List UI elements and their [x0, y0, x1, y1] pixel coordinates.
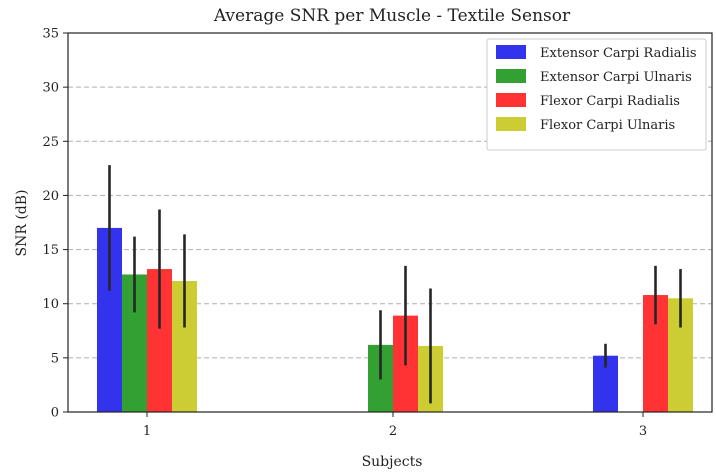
y-axis-ticks: 0 5 10 15 20 25 30 35 — [42, 27, 68, 421]
y-tick-label: 15 — [42, 243, 59, 258]
legend-swatch — [496, 117, 526, 131]
x-axis-ticks: 1 2 3 — [143, 412, 647, 439]
legend-label: Flexor Carpi Ulnaris — [540, 118, 675, 133]
plot-frame — [67, 32, 713, 413]
y-tick-label: 0 — [51, 406, 59, 421]
y-tick-label: 35 — [42, 27, 59, 42]
x-tick-label: 3 — [639, 424, 647, 439]
legend-label: Extensor Carpi Radialis — [540, 46, 697, 61]
legend-swatch — [496, 93, 526, 107]
legend-label: Flexor Carpi Radialis — [540, 94, 680, 109]
error-bars — [108, 165, 682, 404]
chart-title: Average SNR per Muscle - Textile Sensor — [213, 6, 571, 26]
x-tick-label: 1 — [143, 424, 151, 439]
y-axis-label: SNR (dB) — [14, 189, 30, 256]
legend: Extensor Carpi Radialis Extensor Carpi Ul… — [486, 38, 707, 151]
legend-swatch — [496, 69, 526, 83]
x-axis-label: Subjects — [362, 454, 423, 470]
y-tick-label: 10 — [42, 297, 59, 312]
y-tick-label: 20 — [42, 189, 59, 204]
x-tick-label: 2 — [389, 424, 397, 439]
y-tick-label: 25 — [42, 135, 59, 150]
y-tick-label: 30 — [42, 81, 59, 96]
y-tick-label: 5 — [51, 351, 59, 366]
legend-label: Extensor Carpi Ulnaris — [540, 70, 692, 85]
legend-box — [486, 38, 707, 151]
axes-box — [67, 32, 713, 413]
bars — [97, 227, 693, 412]
legend-swatch — [496, 45, 526, 59]
